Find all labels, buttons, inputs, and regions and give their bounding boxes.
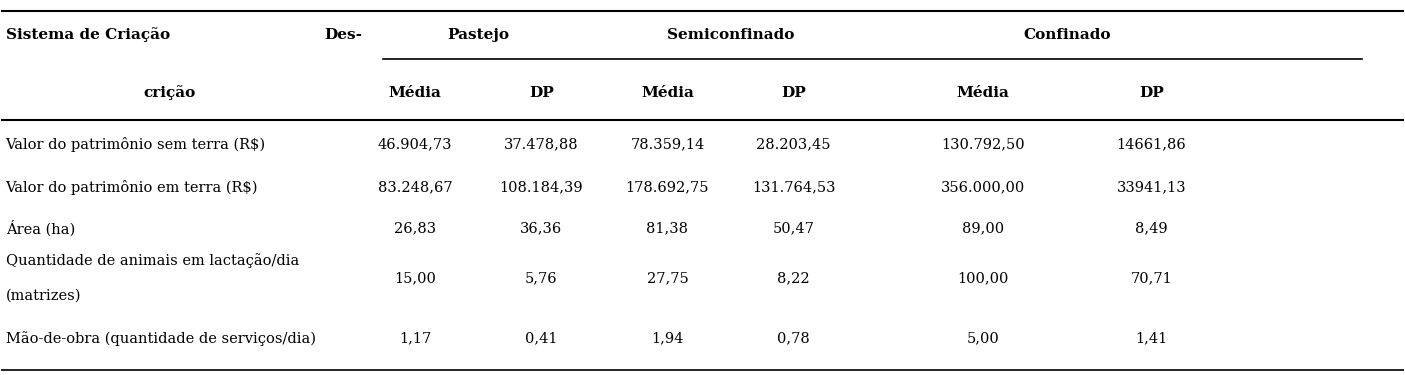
Text: 108.184,39: 108.184,39	[499, 180, 583, 195]
Text: 70,71: 70,71	[1131, 272, 1172, 286]
Text: 130.792,50: 130.792,50	[941, 138, 1024, 152]
Text: Valor do patrimônio em terra (R$): Valor do patrimônio em terra (R$)	[6, 180, 259, 195]
Text: Semiconfinado: Semiconfinado	[667, 28, 794, 42]
Text: 14661,86: 14661,86	[1117, 138, 1186, 152]
Text: DP: DP	[781, 86, 806, 100]
Text: 89,00: 89,00	[962, 222, 1005, 236]
Text: 50,47: 50,47	[773, 222, 815, 236]
Text: 5,00: 5,00	[967, 331, 999, 345]
Text: 356.000,00: 356.000,00	[941, 180, 1026, 195]
Text: DP: DP	[1139, 86, 1163, 100]
Text: 8,22: 8,22	[777, 272, 809, 286]
Text: (matrizes): (matrizes)	[6, 288, 81, 303]
Text: 0,41: 0,41	[525, 331, 558, 345]
Text: Média: Média	[389, 86, 441, 100]
Text: 26,83: 26,83	[393, 222, 436, 236]
Text: Sistema de Criação: Sistema de Criação	[6, 27, 170, 42]
Text: 36,36: 36,36	[520, 222, 562, 236]
Text: 131.764,53: 131.764,53	[752, 180, 836, 195]
Text: 5,76: 5,76	[525, 272, 558, 286]
Text: crição: crição	[143, 85, 195, 100]
Text: 46.904,73: 46.904,73	[378, 138, 452, 152]
Text: 8,49: 8,49	[1135, 222, 1168, 236]
Text: Média: Média	[957, 86, 1009, 100]
Text: 1,41: 1,41	[1135, 331, 1168, 345]
Text: Pastejo: Pastejo	[447, 28, 509, 42]
Text: 100,00: 100,00	[957, 272, 1009, 286]
Text: Confinado: Confinado	[1023, 28, 1111, 42]
Text: 178.692,75: 178.692,75	[625, 180, 710, 195]
Text: 37.478,88: 37.478,88	[504, 138, 579, 152]
Text: Média: Média	[641, 86, 694, 100]
Text: 83.248,67: 83.248,67	[378, 180, 452, 195]
Text: 15,00: 15,00	[395, 272, 436, 286]
Text: 1,17: 1,17	[399, 331, 431, 345]
Text: Des-: Des-	[325, 28, 362, 42]
Text: DP: DP	[528, 86, 554, 100]
Text: Mão-de-obra (quantidade de serviços/dia): Mão-de-obra (quantidade de serviços/dia)	[6, 331, 316, 346]
Text: 28.203,45: 28.203,45	[756, 138, 830, 152]
Text: Área (ha): Área (ha)	[6, 220, 74, 237]
Text: 81,38: 81,38	[646, 222, 688, 236]
Text: 78.359,14: 78.359,14	[631, 138, 704, 152]
Text: 33941,13: 33941,13	[1117, 180, 1186, 195]
Text: Quantidade de animais em lactação/dia: Quantidade de animais em lactação/dia	[6, 253, 299, 267]
Text: 0,78: 0,78	[777, 331, 811, 345]
Text: 1,94: 1,94	[652, 331, 684, 345]
Text: 27,75: 27,75	[646, 272, 688, 286]
Text: Valor do patrimônio sem terra (R$): Valor do patrimônio sem terra (R$)	[6, 137, 266, 152]
